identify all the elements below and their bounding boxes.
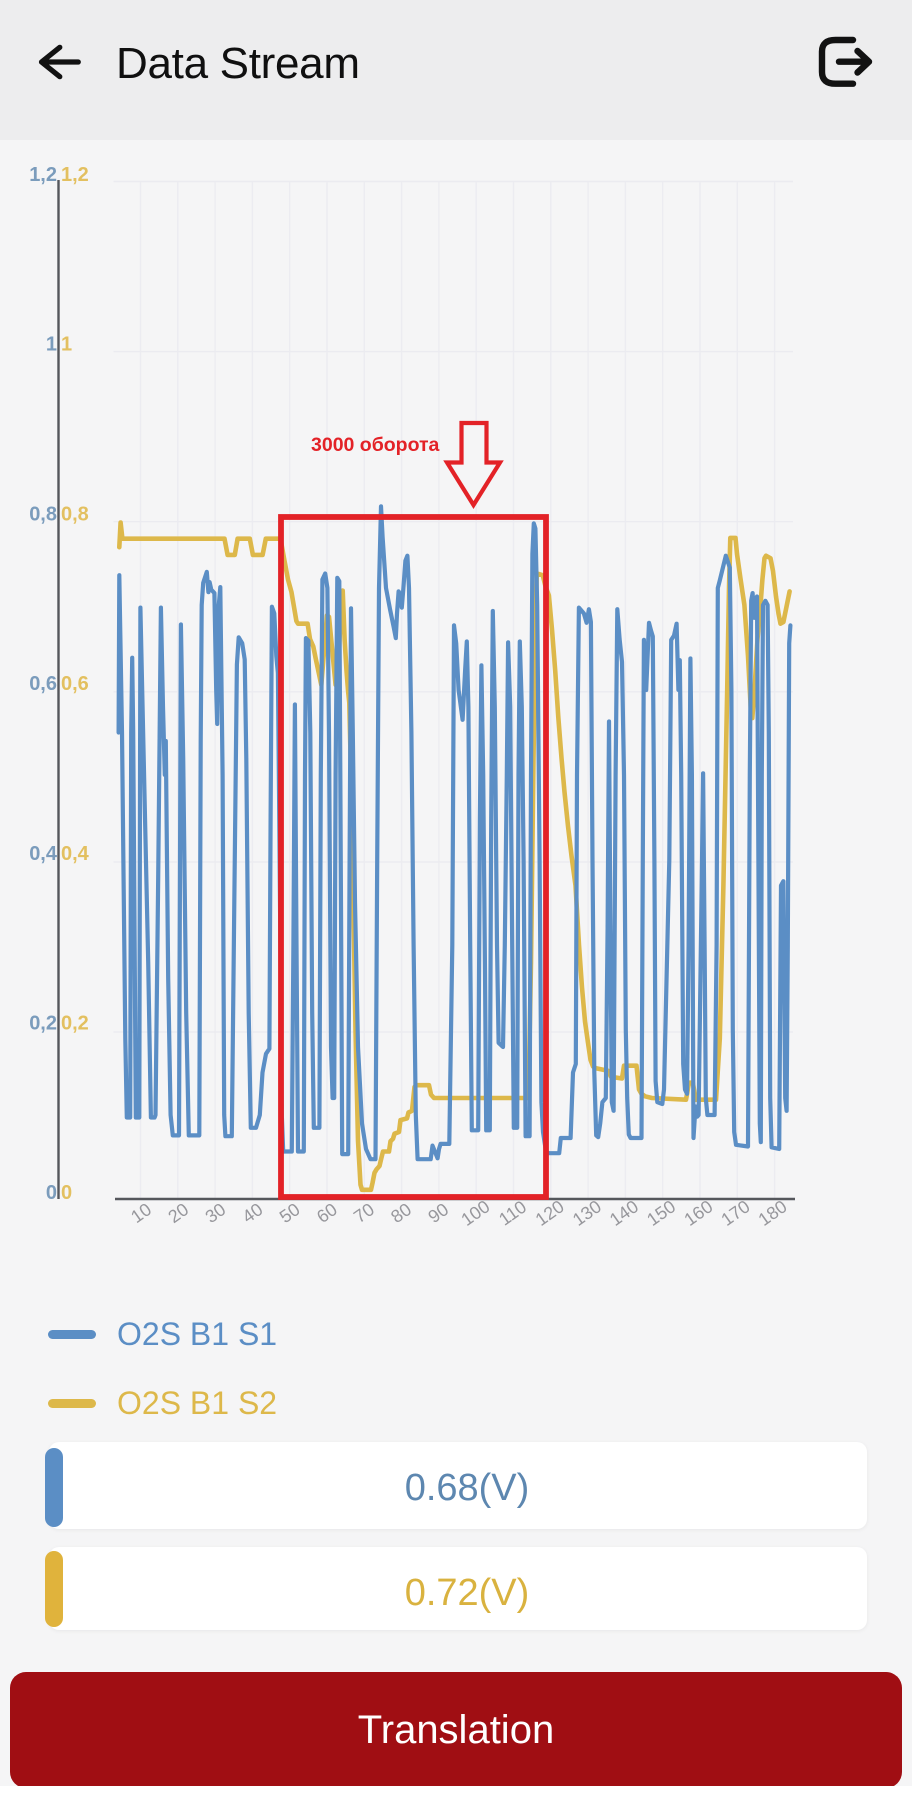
svg-text:80: 80 bbox=[387, 1199, 415, 1227]
svg-text:0: 0 bbox=[46, 1182, 57, 1204]
svg-text:0: 0 bbox=[61, 1182, 72, 1204]
svg-text:180: 180 bbox=[755, 1196, 791, 1230]
svg-text:40: 40 bbox=[239, 1199, 267, 1227]
svg-text:0,8: 0,8 bbox=[29, 503, 57, 525]
svg-text:1,2: 1,2 bbox=[29, 164, 57, 186]
svg-text:170: 170 bbox=[718, 1196, 754, 1230]
svg-text:10: 10 bbox=[127, 1199, 155, 1227]
svg-text:0,6: 0,6 bbox=[29, 673, 57, 695]
svg-text:0,6: 0,6 bbox=[61, 673, 89, 695]
svg-text:20: 20 bbox=[164, 1199, 192, 1227]
svg-text:0,2: 0,2 bbox=[61, 1013, 89, 1035]
svg-text:1: 1 bbox=[61, 334, 72, 356]
svg-text:90: 90 bbox=[424, 1199, 452, 1227]
svg-text:70: 70 bbox=[350, 1199, 378, 1227]
svg-text:50: 50 bbox=[276, 1199, 304, 1227]
svg-text:160: 160 bbox=[680, 1196, 716, 1230]
svg-text:0,4: 0,4 bbox=[61, 843, 90, 865]
svg-text:130: 130 bbox=[569, 1196, 605, 1230]
svg-text:150: 150 bbox=[643, 1196, 679, 1230]
svg-text:60: 60 bbox=[313, 1199, 341, 1227]
svg-text:30: 30 bbox=[202, 1199, 230, 1227]
svg-text:1: 1 bbox=[46, 334, 57, 356]
svg-text:110: 110 bbox=[495, 1197, 530, 1230]
svg-text:100: 100 bbox=[457, 1196, 493, 1230]
svg-text:0,4: 0,4 bbox=[29, 843, 58, 865]
svg-text:1,2: 1,2 bbox=[61, 164, 89, 186]
svg-text:0,8: 0,8 bbox=[61, 503, 89, 525]
svg-text:140: 140 bbox=[606, 1196, 642, 1230]
svg-text:3000 оборота: 3000 оборота bbox=[311, 434, 440, 456]
svg-text:120: 120 bbox=[532, 1196, 568, 1230]
svg-text:0,2: 0,2 bbox=[29, 1013, 57, 1035]
